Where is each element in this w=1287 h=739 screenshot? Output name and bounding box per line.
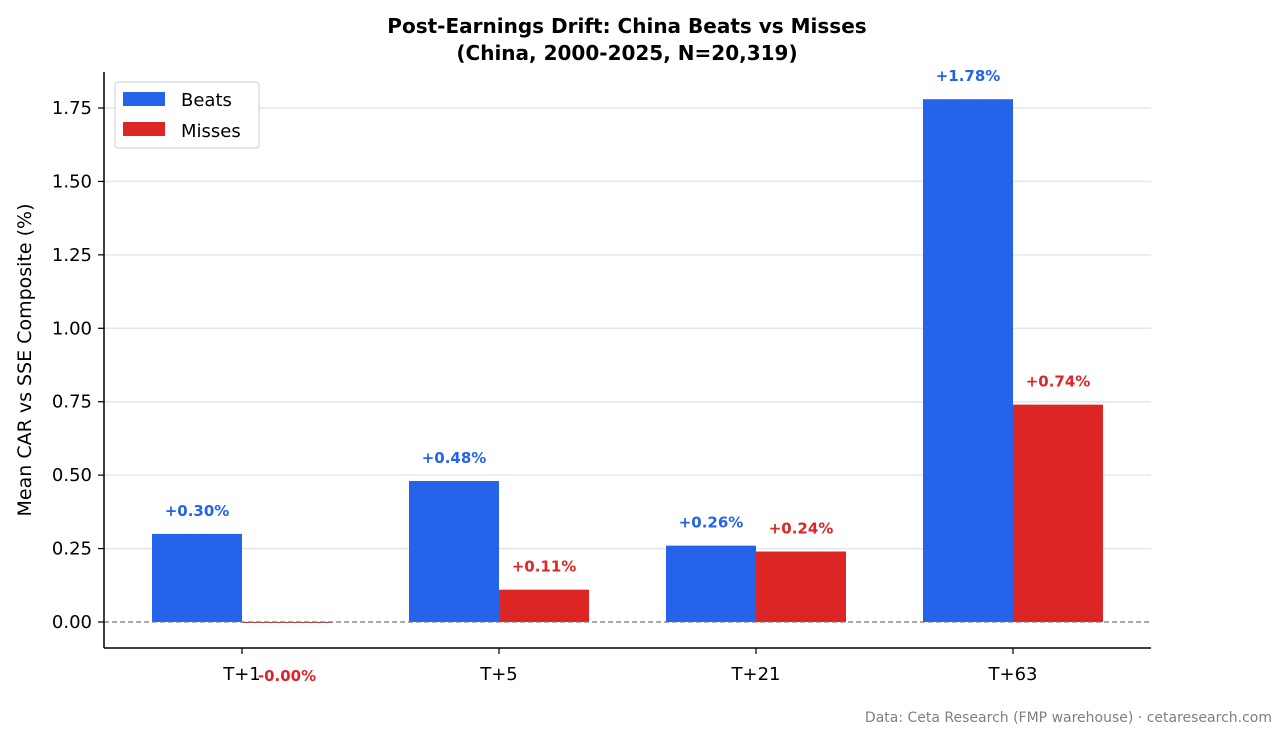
y-tick-label: 0.75 — [52, 392, 92, 413]
legend-swatch-misses — [123, 122, 165, 136]
x-tick-label: T+5 — [479, 664, 518, 685]
bar-beats-t5 — [409, 481, 499, 622]
footer-source: Data: Ceta Research (FMP warehouse) · ce… — [865, 710, 1272, 726]
data-label: +0.30% — [165, 502, 230, 520]
bar-beats-t1 — [152, 533, 242, 622]
y-tick-label: 1.25 — [52, 245, 92, 266]
y-axis-label: Mean CAR vs SSE Composite (%) — [14, 204, 36, 517]
chart-title-line2: (China, 2000-2025, N=20,319) — [456, 41, 797, 65]
y-tick-label: 1.00 — [52, 318, 92, 339]
y-tick-label: 0.25 — [52, 539, 92, 560]
legend: Beats Misses — [114, 81, 260, 149]
y-tick-label: 1.75 — [52, 98, 92, 119]
bar-beats-t63 — [923, 99, 1013, 622]
data-label: +1.78% — [936, 67, 1001, 85]
data-label: -0.00% — [258, 667, 316, 685]
x-tick-label: T+1 — [222, 664, 261, 685]
data-label: +0.11% — [512, 558, 577, 576]
data-label: +0.48% — [422, 449, 487, 467]
x-tick-label: T+63 — [988, 664, 1038, 685]
legend-label-beats: Beats — [181, 90, 232, 111]
data-label: +0.74% — [1026, 373, 1091, 391]
y-tick-label: 0.50 — [52, 465, 92, 486]
legend-swatch-beats — [123, 92, 165, 106]
data-label: +0.24% — [769, 520, 834, 538]
bar-misses-t21 — [756, 551, 846, 622]
legend-label-misses: Misses — [181, 121, 241, 142]
x-tick-label: T+21 — [731, 664, 781, 685]
bar-misses-t5 — [499, 589, 589, 622]
y-tick-label: 1.50 — [52, 171, 92, 192]
data-label: +0.26% — [679, 514, 744, 532]
bar-beats-t21 — [666, 545, 756, 622]
y-tick-label: 0.00 — [52, 612, 92, 633]
chart-title-line1: Post-Earnings Drift: China Beats vs Miss… — [387, 14, 866, 38]
bar-misses-t63 — [1013, 404, 1103, 622]
bar-misses-t1 — [242, 622, 332, 623]
